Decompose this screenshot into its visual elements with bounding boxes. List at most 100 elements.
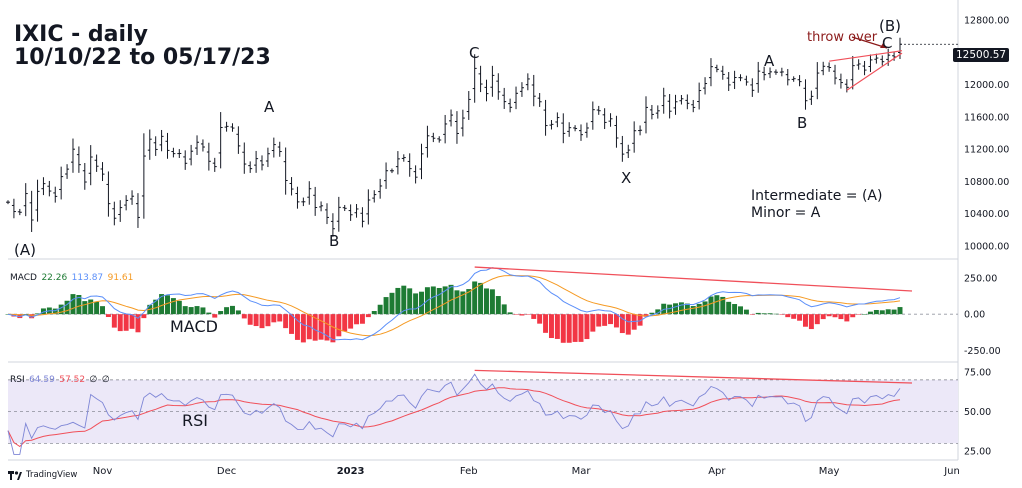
ohlc-bar (389, 168, 394, 174)
ohlc-bar (11, 198, 16, 219)
ohlc-bar (726, 72, 731, 91)
ohlc-bar (65, 164, 70, 179)
macd-histogram-bar (241, 314, 247, 319)
macd-histogram-bar (318, 314, 324, 340)
macd-histogram-bar (726, 301, 732, 315)
wave-label-minor-b1: B (329, 232, 340, 250)
ohlc-bar (88, 145, 93, 186)
macd-histogram-bar (188, 307, 194, 315)
ohlc-bar (59, 166, 64, 200)
macd-histogram-bar (548, 314, 554, 339)
ohlc-bar (23, 183, 28, 217)
ohlc-bar (449, 109, 454, 127)
macd-histogram-bar (153, 299, 159, 315)
ohlc-bar (265, 147, 270, 168)
throw-over-arrowhead (880, 43, 887, 48)
x-tick-label: Nov (93, 466, 113, 477)
macd-histogram-bar (413, 293, 419, 315)
ohlc-bar (301, 197, 306, 207)
ohlc-bar (378, 178, 383, 199)
ohlc-bar (466, 91, 471, 120)
ohlc-bar (472, 54, 477, 103)
macd-legend: MACD 22.26 113.87 91.61 (10, 267, 133, 285)
ohlc-bar (35, 179, 40, 222)
macd-histogram-bar (501, 304, 507, 315)
ohlc-bar (360, 207, 365, 228)
macd-tick-label: 250.00 (964, 273, 997, 284)
macd-histogram-bar (507, 312, 513, 315)
macd-histogram-bar (265, 314, 271, 327)
ohlc-bar (773, 69, 778, 75)
ohlc-bar (336, 196, 341, 232)
ohlc-bar (431, 132, 436, 143)
macd-histogram-bar (365, 314, 371, 318)
ohlc-bar (744, 75, 749, 86)
ohlc-bar (271, 137, 276, 158)
rsi-tick-label: 50.00 (964, 407, 991, 418)
x-tick-label: 2023 (337, 466, 365, 477)
macd-histogram-bar (419, 291, 424, 315)
macd-histogram-bar (743, 309, 749, 315)
ohlc-bar (667, 94, 672, 119)
macd-histogram-bar (117, 314, 123, 332)
macd-line (7, 267, 901, 341)
ohlc-bar (289, 177, 294, 196)
note-minor: Minor = A (751, 205, 821, 221)
ohlc-bar (401, 154, 406, 162)
ohlc-bar (549, 120, 554, 130)
macd-histogram-bar (389, 292, 395, 315)
macd-histogram-bar (791, 314, 797, 319)
price-tick-label: 12000.00 (964, 80, 1009, 91)
macd-histogram-bar (879, 310, 885, 315)
macd-histogram-bar (572, 314, 578, 342)
macd-histogram-bar (442, 286, 448, 315)
watermark-text: TradingView (26, 470, 78, 480)
ohlc-bar (519, 82, 524, 97)
ohlc-bar (348, 204, 353, 221)
ohlc-bar (425, 125, 430, 158)
ohlc-bar (815, 62, 820, 100)
macd-histogram-bar (525, 314, 531, 315)
macd-histogram-bar (856, 314, 862, 315)
macd-histogram-bar (176, 300, 182, 315)
ohlc-bar (685, 94, 690, 110)
wave-label-x: X (621, 169, 632, 187)
macd-histogram-bar (454, 290, 460, 315)
macd-histogram-bar (797, 314, 803, 321)
macd-histogram-bar (294, 314, 300, 340)
ohlc-bar (407, 153, 412, 177)
wave-label-minor-a1: A (264, 98, 275, 116)
macd-histogram-bar (808, 314, 814, 330)
macd-histogram-bar (690, 306, 696, 315)
ohlc-bar (195, 135, 200, 155)
macd-histogram-bar (283, 314, 289, 329)
ohlc-bar (118, 200, 123, 222)
macd-histogram-bar (206, 312, 212, 315)
macd-histogram-bar (70, 294, 76, 315)
macd-histogram-bar (749, 314, 755, 315)
ohlc-bar (608, 113, 613, 127)
ohlc-bar (779, 67, 784, 77)
macd-histogram-bar (584, 314, 590, 340)
ohlc-bar (130, 190, 135, 205)
ohlc-bar (112, 201, 117, 226)
ohlc-bar (342, 204, 347, 212)
ohlc-bar (189, 144, 194, 166)
macd-histogram-bar (560, 314, 566, 343)
macd-histogram-bar (596, 314, 602, 327)
macd-histogram-bar (94, 301, 100, 315)
macd-histogram-bar (312, 314, 318, 341)
macd-histogram-bar (785, 314, 791, 318)
ohlc-bar (626, 144, 631, 159)
ohlc-bar (797, 75, 802, 87)
macd-histogram-bar (165, 295, 170, 315)
ohlc-bar (124, 195, 129, 211)
macd-histogram-bar (613, 314, 619, 328)
macd-histogram-bar (466, 289, 472, 315)
macd-histogram-bar (519, 314, 525, 316)
wedge-upper-line (829, 50, 903, 62)
macd-histogram-bar (35, 313, 41, 315)
macd-legend-name: MACD (10, 273, 37, 283)
macd-divergence-line (474, 266, 913, 292)
macd-histogram-bar (489, 289, 495, 315)
